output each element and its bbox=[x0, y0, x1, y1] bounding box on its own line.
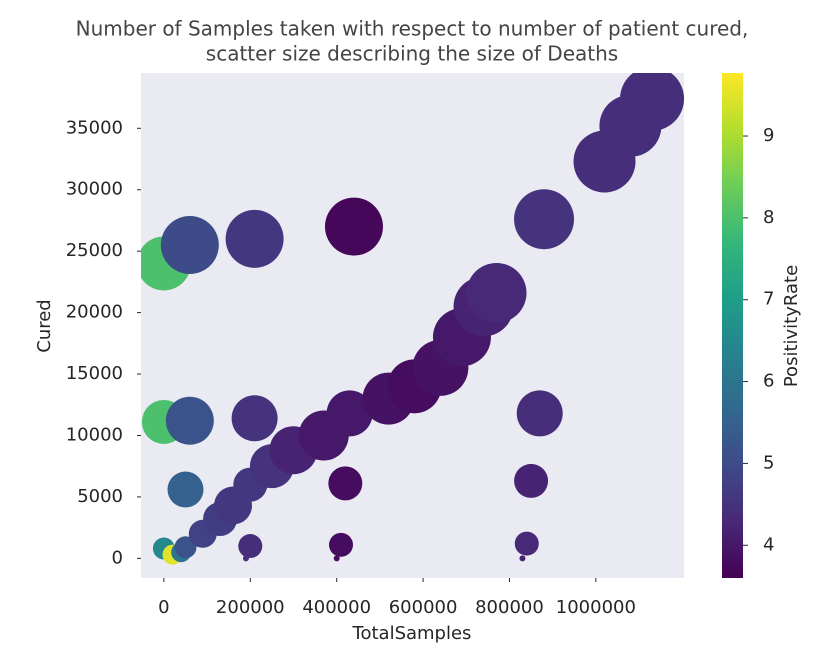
y-axis-label: Cured bbox=[34, 299, 55, 352]
bubble bbox=[174, 536, 197, 559]
bubble bbox=[620, 73, 684, 131]
bubble bbox=[516, 390, 563, 437]
x-tick-label: 600000 bbox=[389, 597, 458, 618]
colorbar-tick-label: 7 bbox=[763, 289, 774, 310]
bubble bbox=[214, 486, 253, 525]
bubble bbox=[165, 396, 214, 445]
colorbar-tick-label: 4 bbox=[763, 534, 774, 555]
x-tick-label: 1000000 bbox=[556, 597, 636, 618]
bubble bbox=[231, 395, 278, 442]
colorbar bbox=[722, 73, 743, 578]
colorbar-label: PositivityRate bbox=[781, 265, 802, 387]
bubble bbox=[514, 531, 539, 556]
colorbar-tick-label: 6 bbox=[763, 371, 774, 392]
bubble bbox=[238, 534, 263, 559]
bubble bbox=[225, 209, 284, 268]
bubble bbox=[514, 463, 549, 498]
y-tick-label: 35000 bbox=[66, 117, 123, 138]
bubble bbox=[333, 555, 340, 562]
y-tick-label: 30000 bbox=[66, 179, 123, 200]
y-tick-label: 10000 bbox=[66, 424, 123, 445]
y-tick-label: 20000 bbox=[66, 302, 123, 323]
bubble bbox=[329, 532, 354, 557]
x-axis-label: TotalSamples bbox=[352, 623, 472, 644]
y-tick-label: 0 bbox=[112, 547, 123, 568]
bubble bbox=[324, 197, 383, 256]
bubble bbox=[167, 471, 204, 508]
bubble bbox=[160, 216, 219, 275]
bubble bbox=[466, 262, 527, 323]
points bbox=[141, 73, 684, 565]
bubble bbox=[519, 555, 526, 562]
bubble bbox=[328, 466, 363, 501]
colorbar-tick-label: 8 bbox=[763, 207, 774, 228]
bubble bbox=[514, 189, 575, 250]
x-tick-label: 400000 bbox=[302, 597, 371, 618]
x-tick-label: 200000 bbox=[216, 597, 285, 618]
colorbar-tick-label: 5 bbox=[763, 452, 774, 473]
x-tick-label: 800000 bbox=[475, 597, 544, 618]
y-tick-label: 5000 bbox=[77, 486, 123, 507]
y-tick-label: 25000 bbox=[66, 240, 123, 261]
y-tick-label: 15000 bbox=[66, 363, 123, 384]
colorbar-tick-label: 9 bbox=[763, 125, 774, 146]
chart-title: scatter size describing the size of Deat… bbox=[206, 42, 618, 66]
x-tick-label: 0 bbox=[158, 597, 169, 618]
bubble bbox=[298, 410, 349, 461]
bubble bbox=[242, 555, 249, 562]
chart-title: Number of Samples taken with respect to … bbox=[76, 17, 749, 41]
